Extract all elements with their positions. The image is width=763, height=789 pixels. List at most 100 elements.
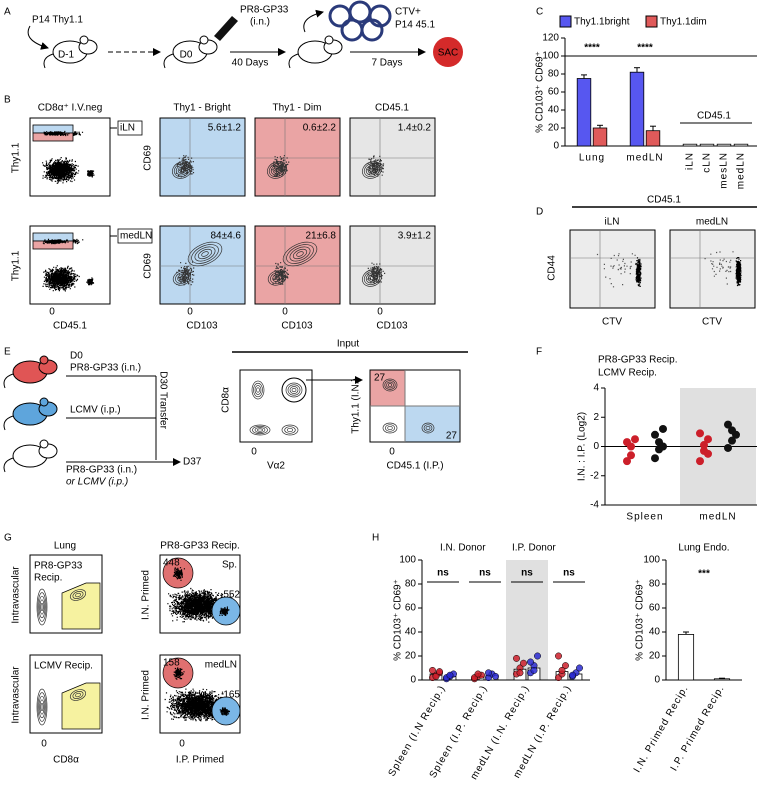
label: 7 Days xyxy=(371,58,402,69)
flow-events xyxy=(172,567,185,581)
label: 552 xyxy=(223,590,240,601)
flow-events xyxy=(219,606,230,616)
bar xyxy=(677,634,695,681)
bar xyxy=(592,127,608,147)
data-point xyxy=(520,659,527,667)
mouse-ear xyxy=(39,397,49,407)
flow-events xyxy=(42,238,69,245)
y-tick-label: 0 xyxy=(410,675,416,686)
contour xyxy=(201,251,209,257)
label: 0 xyxy=(187,307,193,318)
contour xyxy=(281,424,299,436)
label: CD103 xyxy=(186,321,218,332)
contour xyxy=(69,589,87,601)
label: Intravascular xyxy=(11,666,22,724)
chart-title: Lung Endo. xyxy=(678,543,729,554)
legend-label: PR8-GP33 Recip. xyxy=(598,355,677,366)
cell xyxy=(360,18,384,42)
flow-events xyxy=(43,130,70,137)
label: Thy1 - Bright xyxy=(173,103,230,114)
contour xyxy=(187,241,223,267)
mouse-tail xyxy=(288,53,299,69)
flow-events xyxy=(42,157,80,184)
label: 27 xyxy=(374,373,386,384)
data-point xyxy=(659,424,667,433)
contour xyxy=(296,251,304,257)
label: I.N. Primed xyxy=(141,670,152,720)
contour xyxy=(251,380,265,400)
contour xyxy=(253,382,263,398)
stat-label: 1.4±0.2 xyxy=(398,123,432,134)
significance-label: ns xyxy=(563,568,575,579)
y-tick-label: 80 xyxy=(405,579,417,590)
contour xyxy=(289,246,311,262)
bar xyxy=(716,143,732,147)
flow-events xyxy=(704,251,742,285)
data-point xyxy=(527,658,534,666)
label: 0 xyxy=(251,447,257,458)
contour xyxy=(387,383,393,387)
data-point xyxy=(446,671,454,679)
y-tick-label: 0 xyxy=(654,675,660,686)
legend-label: Thy1.1bright xyxy=(574,17,630,28)
flow-events xyxy=(173,667,185,680)
significance-label: **** xyxy=(584,43,600,54)
data-point xyxy=(576,664,583,672)
data-point xyxy=(724,420,732,429)
label: 0 xyxy=(282,307,288,318)
y-tick-label: 40 xyxy=(548,105,560,116)
contour xyxy=(72,691,84,699)
flow-events xyxy=(87,170,95,178)
plot-frame xyxy=(239,369,313,443)
contour xyxy=(387,425,393,431)
data-point xyxy=(436,668,443,676)
contour xyxy=(75,692,81,698)
label: CD44 xyxy=(547,255,558,281)
plot-frame xyxy=(349,117,436,197)
data-point xyxy=(485,669,492,677)
y-tick-label: 40 xyxy=(405,627,417,638)
data-point xyxy=(659,442,667,451)
plot-frame xyxy=(569,229,656,309)
data-point xyxy=(432,672,440,680)
y-tick-label: 20 xyxy=(649,651,661,662)
label: PR8-GP33 (i.n.) xyxy=(70,363,141,374)
contour xyxy=(36,688,48,726)
data-point xyxy=(558,666,566,674)
y-tick-label: -2 xyxy=(590,470,599,481)
flow-events xyxy=(367,155,385,177)
contour xyxy=(257,428,263,432)
contour xyxy=(39,599,45,615)
contour xyxy=(384,380,396,390)
data-point xyxy=(492,672,499,680)
data-point xyxy=(474,670,482,678)
label: Lung xyxy=(54,541,76,552)
data-point xyxy=(513,654,520,662)
label: Thy1.1 (I.N.) xyxy=(351,378,362,434)
label: 40 Days xyxy=(232,58,269,69)
flow-events xyxy=(176,261,195,286)
label: CD45.1 xyxy=(53,321,87,332)
panel-letter: B xyxy=(4,95,11,106)
data-point xyxy=(724,443,732,452)
bar xyxy=(629,71,645,147)
panel-letter: A xyxy=(4,7,11,18)
y-axis-title: % CD103⁺ CD69⁺ xyxy=(393,579,404,661)
mouse-tail xyxy=(3,373,14,389)
label: CD103 xyxy=(281,321,313,332)
flow-events xyxy=(271,155,290,177)
significance-label: ns xyxy=(521,568,533,579)
label: 0 xyxy=(41,739,47,750)
contour xyxy=(284,426,296,434)
mouse-ear xyxy=(199,35,209,45)
flow-events xyxy=(735,257,742,287)
legend-label: LCMV Recip. xyxy=(598,368,657,379)
significance-label: ns xyxy=(437,568,449,579)
contour xyxy=(38,695,46,719)
y-tick-label: 4 xyxy=(593,383,599,394)
mouse-tail xyxy=(3,457,14,473)
mouse-tail xyxy=(163,53,174,69)
gate-polygon xyxy=(61,682,101,730)
x-tick-label: Spleen xyxy=(626,512,663,523)
y-tick-label: 0 xyxy=(553,141,559,152)
